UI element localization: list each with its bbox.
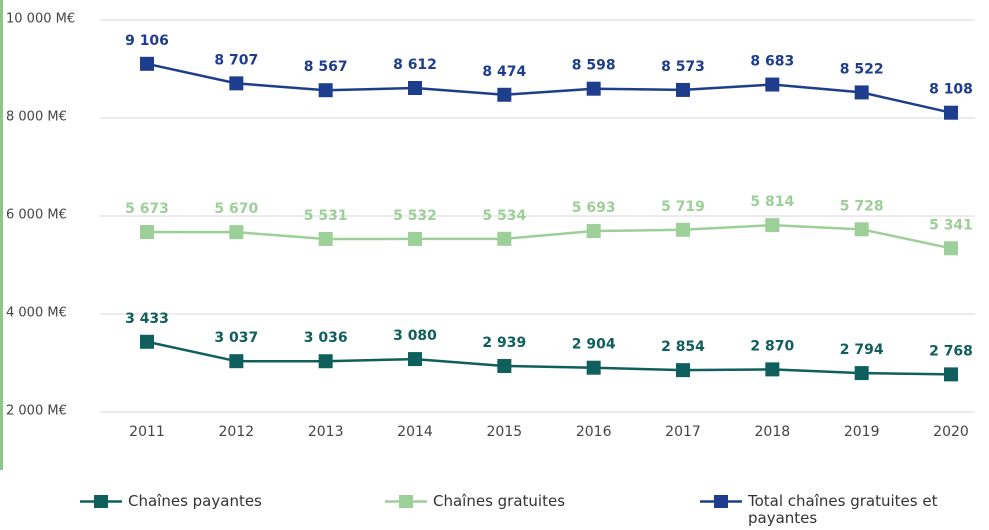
point [140,56,154,71]
point [497,87,512,102]
legend-item: Chaînes payantes [80,493,262,510]
legend-item: Chaînes gratuites [385,493,565,510]
point [944,241,958,256]
data-label: 5 341 [929,217,973,233]
point [229,225,244,240]
point [408,81,422,96]
point [140,334,154,349]
point [229,354,244,369]
data-label: 5 532 [393,208,437,224]
x-tick-label: 2018 [755,424,791,440]
data-label: 5 673 [125,201,169,217]
data-label: 8 567 [304,59,348,75]
data-label: 8 707 [214,52,258,68]
x-tick-label: 2016 [576,424,612,440]
data-label: 5 719 [661,199,705,215]
data-label: 5 728 [840,198,884,214]
y-tick-label: 6 000 M€ [6,208,67,223]
data-label: 5 693 [572,200,616,216]
data-label: 5 670 [214,201,258,217]
data-label: 2 870 [750,338,794,354]
point [318,83,333,98]
point [497,231,512,246]
legend-item: Total chaînes gratuites et payantes [700,493,940,527]
legend-label: Chaînes payantes [128,492,262,510]
data-label: 2 768 [929,343,973,359]
point [944,367,958,382]
point [318,231,333,246]
data-label: 3 037 [214,330,258,346]
data-label: 3 433 [125,311,169,327]
series-line [146,223,952,250]
x-tick-label: 2012 [219,424,255,440]
legend-swatch [80,495,122,508]
data-label: 5 534 [482,208,526,224]
data-label: 8 522 [840,61,884,77]
y-tick-label: 8 000 M€ [6,110,67,125]
point [854,222,869,237]
data-label: 2 939 [482,335,526,351]
data-label: 2 854 [661,339,705,355]
series-line [146,62,952,114]
x-tick-label: 2014 [397,424,433,440]
chart: 2 000 M€ 4 000 M€ 6 000 M€ 8 000 M€ 10 000 M… [0,0,975,470]
point [765,362,780,377]
data-label: 8 474 [482,64,526,80]
point [586,224,601,239]
x-tick-label: 2013 [308,424,344,440]
point [944,105,958,120]
data-label: 8 573 [661,59,705,75]
y-tick-label: 2 000 M€ [6,404,67,419]
x-tick-label: 2011 [129,424,165,440]
x-tick-label: 2015 [487,424,523,440]
point [408,352,422,367]
data-label: 9 106 [125,33,169,49]
point [676,363,690,378]
legend-label: Chaînes gratuites [433,492,566,510]
series-line [146,340,952,376]
data-label: 5 531 [304,208,348,224]
data-label: 2 794 [840,342,884,358]
point [497,358,512,373]
point [765,77,780,92]
data-label: 5 814 [750,194,794,210]
data-label: 3 080 [393,328,437,344]
point [140,225,154,240]
data-label: 3 036 [304,330,348,346]
point [408,231,422,246]
point [586,81,601,96]
data-label: 8 598 [572,58,616,74]
point [318,354,333,369]
point [586,360,601,375]
data-label: 2 904 [572,337,616,353]
legend-label: Total chaînes gratuites et payantes [748,492,938,527]
point [676,82,690,97]
point [765,218,780,233]
point [854,85,869,100]
y-tick-label: 10 000 M€ [6,12,75,27]
point [676,222,690,237]
x-tick-label: 2020 [933,424,969,440]
y-tick-label: 4 000 M€ [6,306,67,321]
data-label: 8 683 [750,54,794,70]
legend-swatch [385,495,427,508]
data-label: 8 108 [929,82,973,98]
x-tick-label: 2017 [665,424,701,440]
point [854,366,869,381]
x-tick-label: 2019 [844,424,880,440]
point [229,76,244,91]
legend-swatch [700,495,742,508]
data-label: 8 612 [393,57,437,73]
